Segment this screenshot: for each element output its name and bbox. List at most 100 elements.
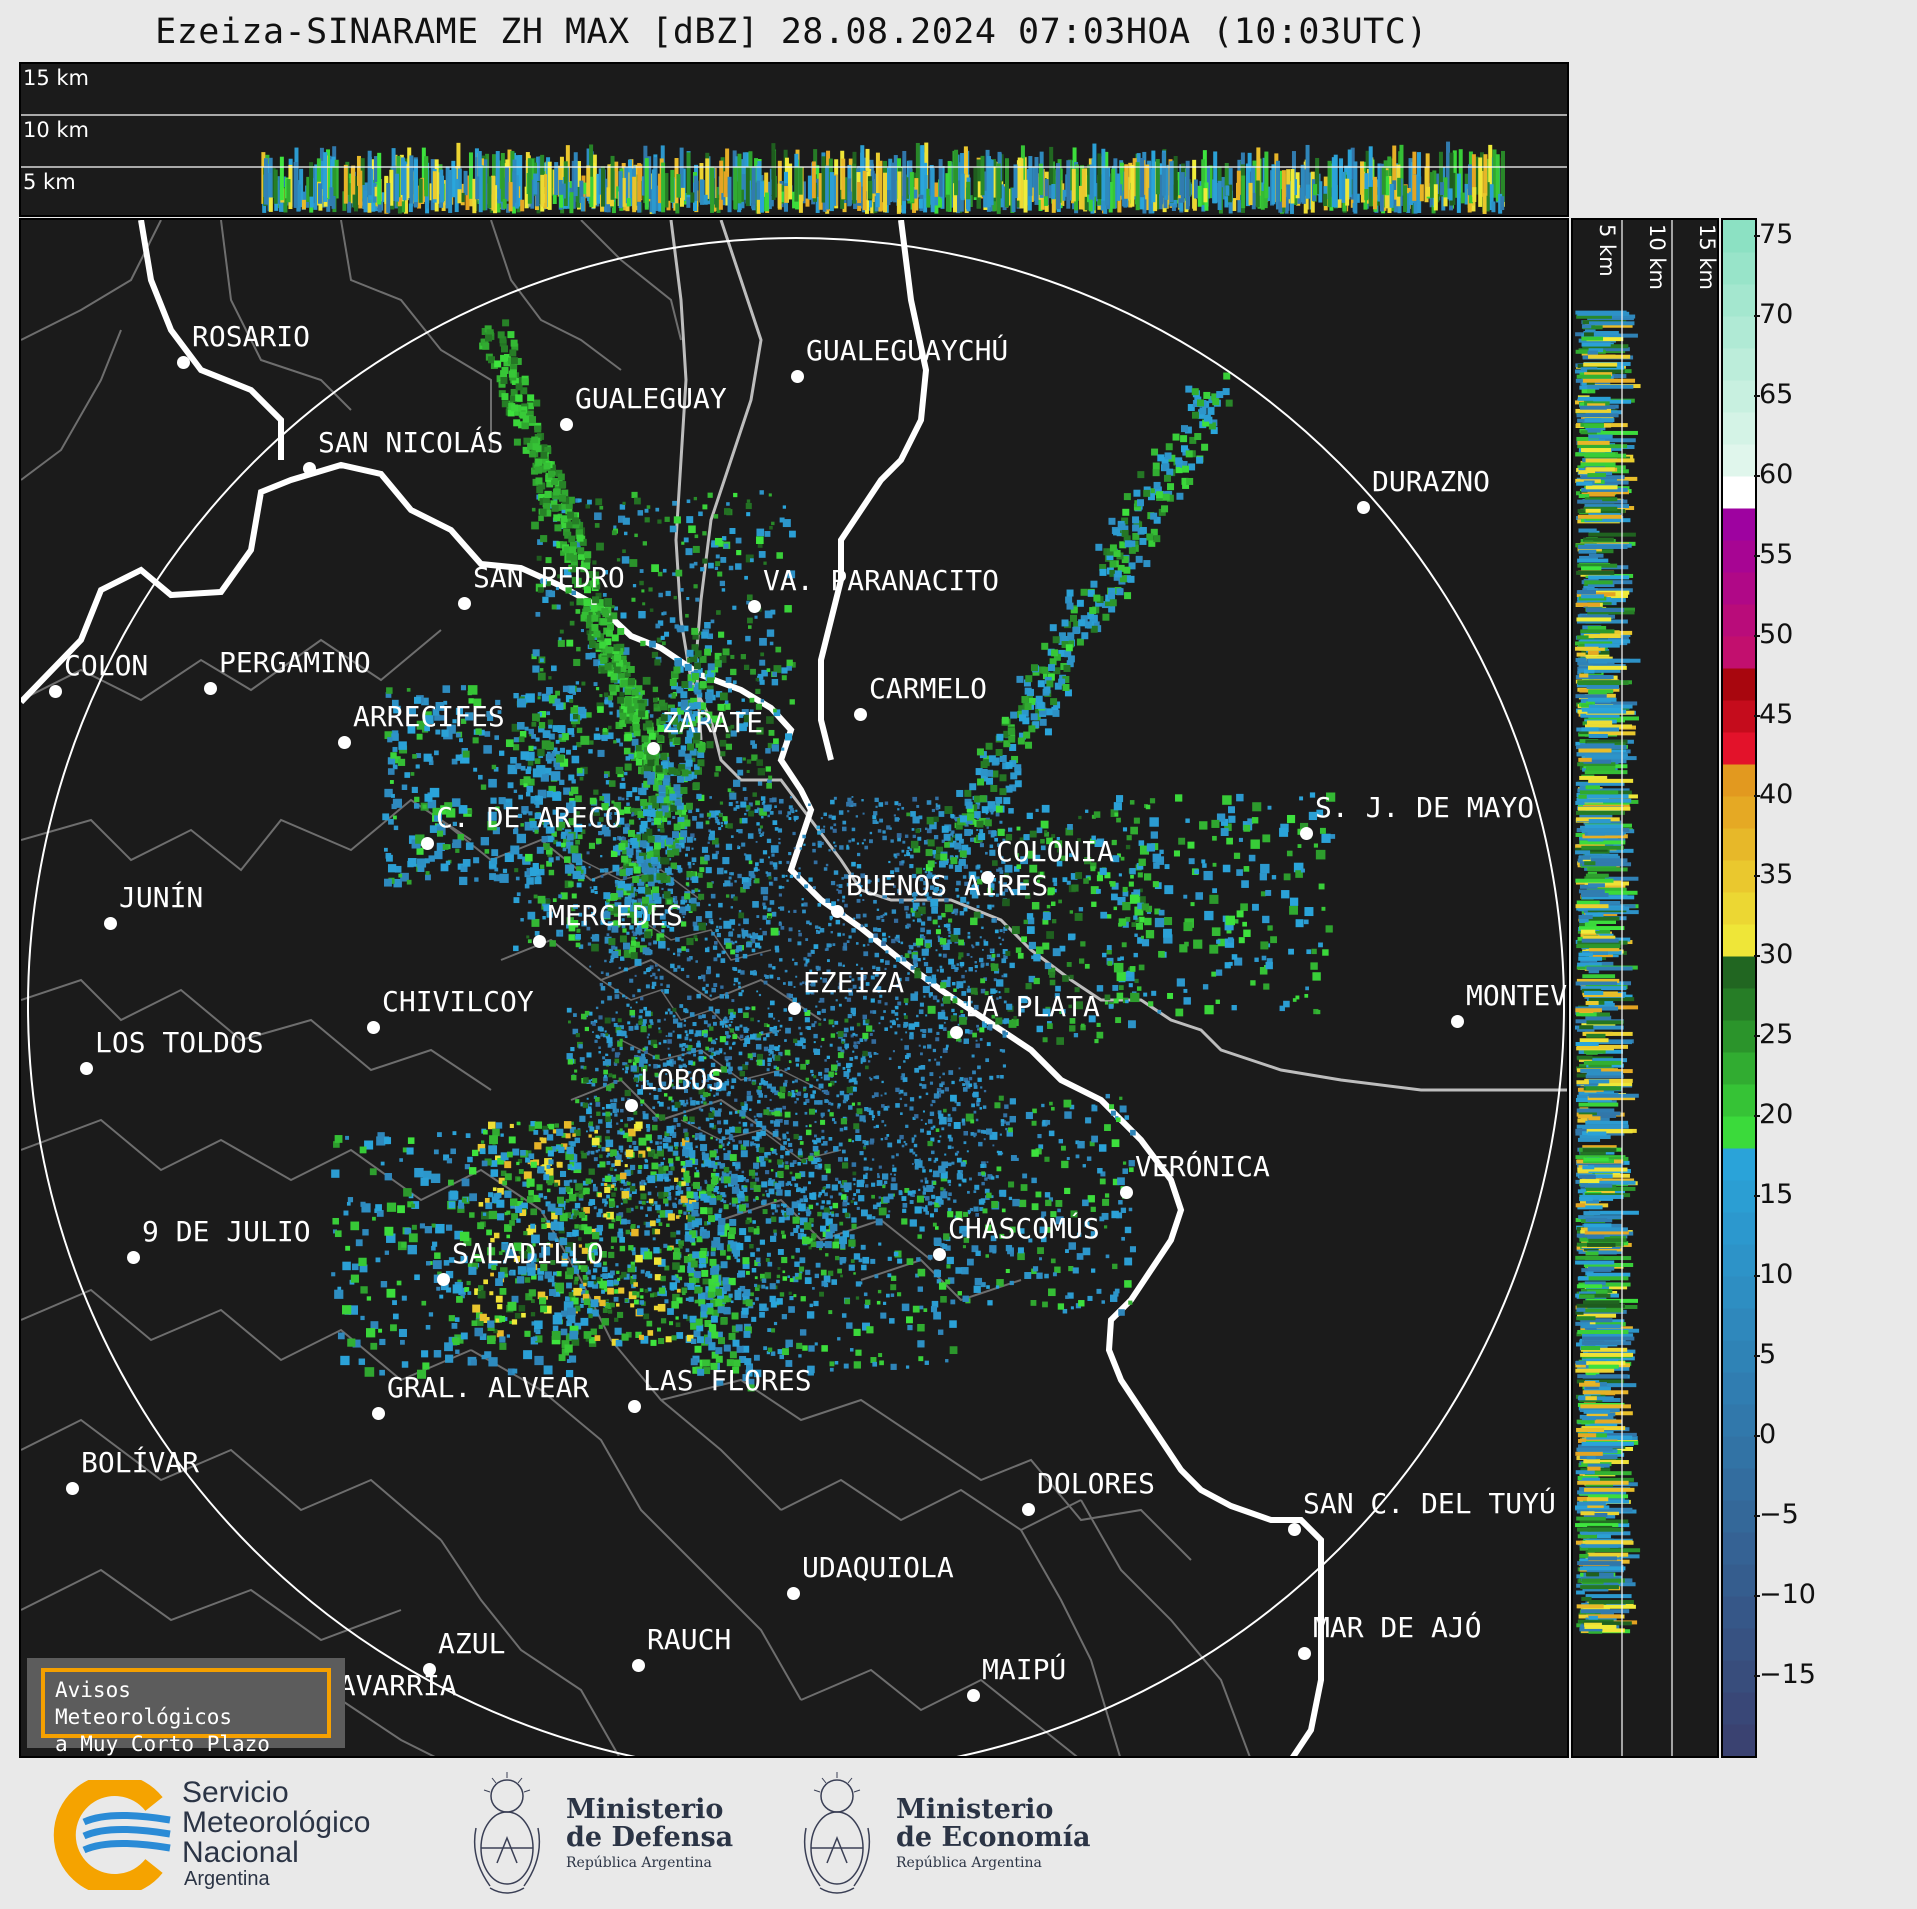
echo-column [654,197,659,211]
echo-cell [537,1268,545,1275]
echo-cell [760,953,763,956]
echo-cell [972,837,975,840]
echo-column [1368,186,1373,207]
echo-column [1071,168,1076,202]
echo-cell [803,843,806,846]
echo-cell [590,1242,598,1250]
echo-cell [701,1163,704,1167]
echo-cell [909,1106,914,1111]
echo-cell [452,1337,460,1346]
echo-cell [461,1178,470,1187]
echo-cell [970,1132,975,1136]
echo-column [986,156,991,208]
echo-cell [808,877,813,882]
echo-cell [625,996,628,1000]
echo-cell [602,1112,606,1116]
echo-cell [672,896,678,901]
echo-cell [645,1214,648,1217]
echo-cell [632,994,636,998]
echo-column [1271,164,1276,205]
echo-cell [767,814,770,818]
echo-cell [460,1255,468,1264]
echo-cell [989,1075,994,1080]
echo-cell [816,1157,821,1163]
echo-column [999,184,1004,208]
echo-cell [786,879,789,882]
echo-cell [766,1252,771,1257]
echo-cell [1000,1074,1004,1079]
echo-cell [643,1006,648,1011]
echo-cell [774,945,779,950]
echo-column [1013,164,1018,199]
echo-column [1155,158,1160,195]
echo-cell [615,1025,620,1029]
echo-cell [457,1205,465,1213]
echo-cell [689,1012,695,1017]
echo-column [514,175,519,209]
echo-cell [490,1160,498,1167]
echo-cell [913,1143,918,1148]
echo-column [589,176,594,208]
echo-cell [851,928,856,933]
echo-cell [792,1121,799,1127]
echo-cell [673,1150,679,1156]
echo-cell [855,942,859,945]
echo-cell [975,1118,979,1122]
echo-cell [656,1210,660,1214]
echo-cell [604,1175,612,1182]
echo-cell [454,1317,460,1322]
echo-column [530,179,535,209]
echo-cell [742,1064,748,1070]
echo-cell [931,1150,935,1155]
echo-cell [630,1275,633,1279]
echo-column [1341,171,1346,203]
echo-cell [936,1091,940,1094]
echo-cell [871,1039,877,1044]
echo-cell [956,1157,962,1163]
echo-cell [754,1172,758,1176]
echo-cell [964,970,967,973]
echo-cell [888,935,891,938]
echo-cell [558,1202,566,1210]
echo-cell [828,943,832,947]
echo-cell [881,1080,884,1084]
echo-cell [688,1269,696,1277]
echo-cell [894,855,898,859]
echo-cell [824,1192,828,1197]
echo-cell [638,1334,644,1340]
echo-column [1399,144,1404,196]
echo-cell [619,1245,626,1252]
echo-cell [333,1141,340,1148]
echo-column [632,176,637,213]
echo-cell [713,957,718,962]
echo-cell [585,1269,591,1275]
echo-cell [853,917,856,920]
echo-cell [973,1085,978,1089]
echo-cell [506,1210,511,1215]
echo-cell [580,1150,584,1154]
echo-cell [754,1286,760,1292]
echo-cell [803,1008,808,1012]
echo-cell [839,1221,844,1226]
echo-cell [810,949,815,954]
echo-cell [778,860,782,865]
echo-cell [855,1281,862,1287]
echo-cell [905,911,908,914]
echo-cell [728,1070,732,1075]
echo-cell [512,1148,520,1156]
echo-cell [841,1188,845,1192]
echo-column [1381,167,1386,195]
echo-cell [691,1048,697,1053]
echo-cell [720,1084,727,1091]
echo-cell [669,1011,673,1015]
echo-cell [386,1202,397,1212]
echo-cell [613,1187,618,1191]
echo-cell [893,814,896,817]
echo-cell [725,1019,730,1023]
echo-cell [773,1108,778,1113]
echo-cell [628,1245,634,1251]
radar-map[interactable]: ROSARIO GUALEGUAYCHÚ GUALEGUAY SAN NICOLÁS D… [19,218,1569,1758]
echo-cell [848,1105,853,1110]
echo-cell [862,944,866,947]
echo-cell [814,1134,817,1138]
